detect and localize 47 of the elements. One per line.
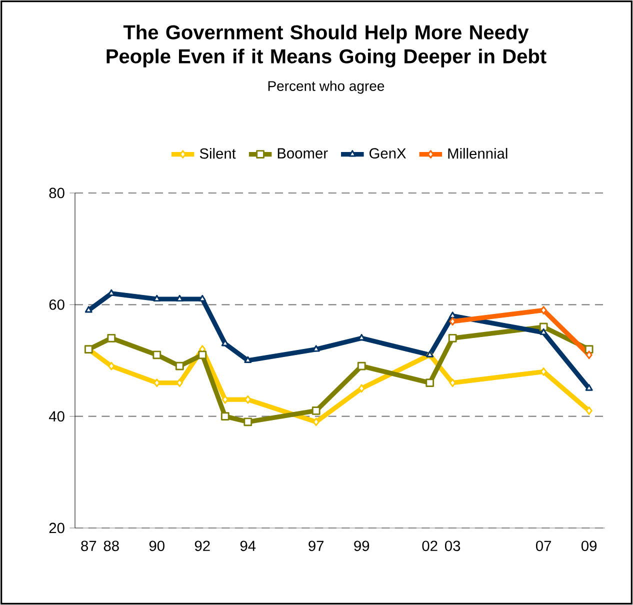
point	[244, 395, 252, 404]
point	[585, 384, 593, 391]
x-tick-label: 87	[81, 540, 96, 552]
point	[449, 378, 456, 388]
point	[426, 378, 434, 388]
legend-label: GenX	[370, 148, 406, 159]
point	[198, 294, 206, 302]
chart-title: The Government Should Help More Needy People Even if it Means Going Deeper in Debt	[106, 24, 546, 68]
point	[108, 362, 115, 370]
x-tick-label: 07	[536, 540, 552, 552]
point	[153, 294, 161, 302]
point	[222, 395, 228, 404]
point	[586, 350, 592, 360]
point	[220, 412, 230, 421]
point	[84, 306, 92, 313]
x-tick-label: 03	[445, 540, 460, 552]
legend-label: Silent	[200, 148, 236, 159]
y-tick-label: 40	[48, 411, 64, 422]
point	[357, 362, 366, 370]
x-tick-label: 94	[240, 540, 256, 552]
point	[448, 334, 457, 342]
point	[244, 356, 252, 363]
point	[175, 362, 184, 370]
point	[312, 406, 320, 415]
x-tick-label: 90	[149, 540, 164, 552]
point	[358, 384, 365, 393]
point	[586, 406, 592, 415]
x-tick-label: 09	[581, 540, 597, 552]
x-tick-label: 99	[354, 540, 370, 552]
point	[540, 328, 548, 336]
point	[176, 294, 184, 302]
x-tick-label: 02	[422, 540, 438, 552]
point	[107, 334, 116, 342]
x-tick-label: 88	[104, 540, 119, 552]
point	[539, 322, 548, 332]
x-tick-label: 97	[308, 540, 324, 552]
legend-label: Boomer	[278, 148, 328, 158]
legend-label: Millennial	[448, 148, 508, 159]
point	[312, 418, 320, 426]
y-tick-label: 20	[49, 522, 64, 534]
chart-subtitle: Percent who agree	[268, 80, 384, 94]
point	[244, 418, 252, 426]
x-tick-label: 92	[194, 540, 210, 552]
point	[198, 350, 207, 360]
y-tick-label: 60	[49, 299, 64, 310]
point	[152, 350, 162, 360]
y-tick-label: 80	[49, 188, 64, 198]
